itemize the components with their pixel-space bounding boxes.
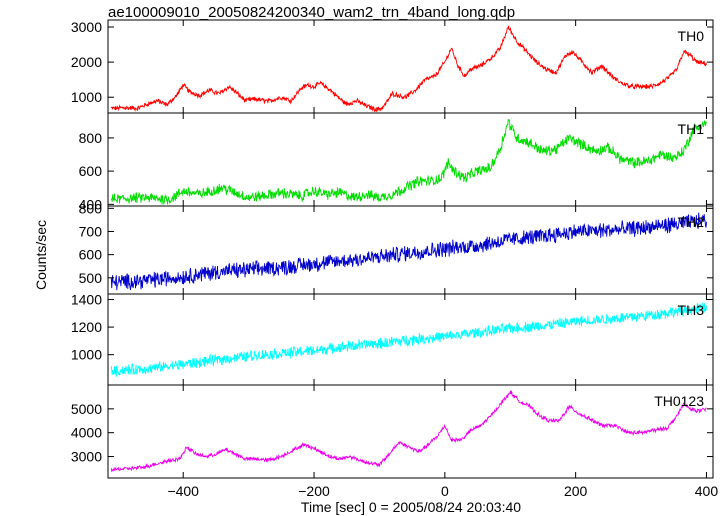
y-tick-label: 700 xyxy=(79,223,103,239)
panel-th2: 500 600 700 800 TH2 xyxy=(79,200,714,295)
panel-frame xyxy=(107,19,714,114)
y-tick-label: 600 xyxy=(79,163,103,179)
panel-frame xyxy=(107,384,714,479)
panel-label: TH2 xyxy=(678,214,705,230)
panel-th1: 400 600 800 TH1 xyxy=(79,112,714,212)
panel-th3: 1000 1200 1400 TH3 xyxy=(71,292,714,386)
y-tick-label: 3000 xyxy=(71,19,102,35)
panels-group: 100020003000TH0400600800TH1500600700800T… xyxy=(71,19,719,499)
y-tick-label: 1400 xyxy=(71,292,102,308)
chart-title: ae100009010_20050824200340_wam2_trn_4ban… xyxy=(108,4,515,21)
panel-label: TH1 xyxy=(678,121,705,137)
x-tick-label: 200 xyxy=(564,483,588,499)
y-tick-label: 400 xyxy=(79,196,103,212)
y-tick-label: 1200 xyxy=(71,319,102,335)
panel-th0123: 3000 4000 5000 TH0123 xyxy=(71,384,714,479)
x-tick-label: 400 xyxy=(695,483,719,499)
panel-frame xyxy=(107,205,714,295)
y-tick-label: 600 xyxy=(79,247,103,263)
series-line-th0 xyxy=(110,25,707,113)
series-line-th1 xyxy=(110,118,707,206)
y-tick-label: 3000 xyxy=(71,449,102,465)
panel-label: TH0123 xyxy=(654,393,704,409)
y-axis-label: Counts/sec xyxy=(33,220,49,290)
x-tick-label: −400 xyxy=(167,483,199,499)
y-tick-label: 500 xyxy=(79,270,103,286)
y-tick-label: 1000 xyxy=(71,347,102,363)
x-axis-label: Time [sec] 0 = 2005/08/24 20:03:40 xyxy=(301,499,521,515)
panel-label: TH0 xyxy=(678,28,705,44)
x-tick-label: −200 xyxy=(298,483,330,499)
panel-label: TH3 xyxy=(678,302,705,318)
y-tick-label: 800 xyxy=(79,130,103,146)
y-tick-label: 1000 xyxy=(71,89,102,105)
y-tick-label: 800 xyxy=(79,200,103,216)
y-tick-label: 5000 xyxy=(71,401,102,417)
series-line-th3 xyxy=(110,302,707,377)
x-tick-label: 0 xyxy=(441,483,449,499)
series-line-th0123 xyxy=(110,389,707,473)
y-tick-label: 2000 xyxy=(71,54,102,70)
series-line-th2 xyxy=(110,212,707,291)
y-tick-label: 4000 xyxy=(71,425,102,441)
panel-th0: 1000 2000 3000 TH0 xyxy=(71,19,714,114)
